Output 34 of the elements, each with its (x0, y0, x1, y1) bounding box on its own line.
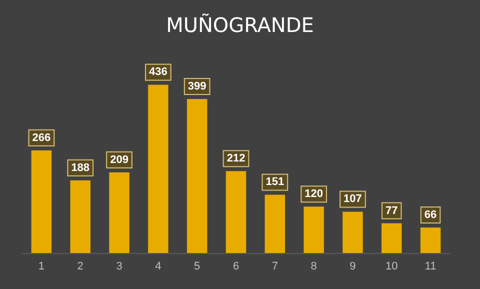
bar (109, 172, 130, 253)
data-label: 77 (386, 204, 398, 217)
data-label: 266 (32, 132, 51, 144)
bar (342, 212, 363, 253)
x-tick-label: 1 (38, 260, 45, 272)
bar (304, 206, 324, 253)
bar (264, 194, 286, 253)
bar (382, 223, 402, 253)
bar (420, 228, 441, 253)
bar (70, 180, 90, 253)
data-label: 120 (304, 188, 323, 200)
x-tick-label: 11 (424, 260, 436, 272)
chart-title: MUÑOGRANDE (166, 13, 314, 37)
x-tick-label: 5 (194, 260, 200, 272)
data-label: 151 (266, 176, 284, 188)
x-tick-label: 7 (272, 260, 278, 272)
bar (31, 150, 52, 253)
data-label: 188 (71, 162, 90, 174)
x-tick-label: 9 (350, 260, 356, 272)
data-label: 212 (226, 152, 246, 165)
bar (226, 171, 246, 253)
x-tick-label: 4 (155, 260, 162, 272)
x-tick-label: 3 (116, 260, 122, 272)
x-tick-label: 8 (310, 260, 317, 272)
bar (148, 84, 168, 253)
data-label: 107 (344, 193, 362, 206)
data-label: 209 (110, 154, 128, 166)
x-tick-label: 10 (386, 260, 398, 272)
x-tick-label: 2 (77, 260, 84, 272)
data-label: 66 (424, 209, 437, 222)
bar (186, 98, 208, 253)
data-label: 436 (149, 66, 168, 78)
x-tick-label: 6 (232, 260, 240, 272)
data-label: 399 (188, 80, 206, 92)
